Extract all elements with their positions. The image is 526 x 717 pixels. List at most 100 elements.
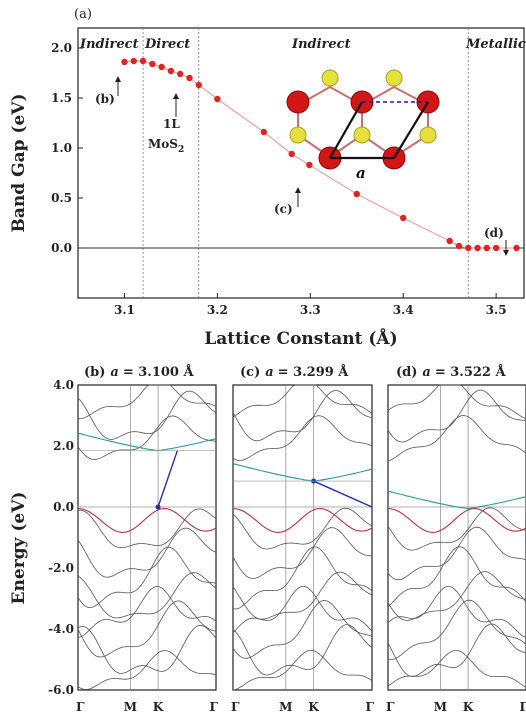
energy-y-ticks: 4.0 2.0 0.0 -2.0 -4.0 -6.0 — [48, 378, 74, 697]
band-line-3 — [232, 571, 373, 620]
x-ticks: 3.1 3.2 3.3 3.4 3.5 — [114, 293, 507, 317]
k-label-2-1: M — [279, 700, 292, 714]
band-gap-point-0 — [121, 58, 128, 66]
band-gap-point-20 — [492, 244, 500, 252]
band-gap-curve — [124, 60, 517, 249]
k-label-1-2: K — [153, 700, 164, 714]
band-gap-point-3 — [149, 60, 156, 68]
band-line-6 — [77, 624, 217, 674]
band-line-2 — [387, 546, 526, 608]
y-axis-label-energy: Energy (eV) — [9, 492, 29, 605]
band-structure-b — [77, 384, 217, 691]
band-gap-point-4 — [158, 63, 165, 71]
band-gap-point-15 — [446, 237, 453, 245]
valence-band — [232, 507, 373, 533]
vbm-dot — [155, 504, 161, 510]
panel-a-frame — [77, 27, 525, 299]
region-label-metallic: Metallic — [465, 37, 526, 52]
band-line-10 — [387, 384, 526, 419]
y-tick-label-3: 1.5 — [51, 91, 72, 105]
energy-tick-label-4: -4.0 — [48, 622, 74, 636]
band-panel-frame — [387, 384, 526, 691]
annotation-mos2: MoS2 — [148, 137, 184, 155]
band-structure-d — [387, 384, 526, 691]
y-tick-label-2: 1.0 — [51, 141, 72, 155]
band-gap-point-19 — [483, 244, 491, 252]
y-tick-label-1: 0.5 — [51, 191, 72, 205]
x-axis-label-lattice: Lattice Constant (Å) — [204, 327, 397, 349]
band-gap-point-7 — [186, 74, 193, 82]
band-line-9 — [387, 389, 526, 443]
y-axis-label-band-gap: Band Gap (eV) — [9, 94, 29, 233]
band-line-7 — [232, 649, 373, 691]
band-line-0 — [387, 507, 526, 551]
panel-d-title: (d) a = 3.522 Å — [396, 364, 506, 380]
band-line-5 — [387, 599, 526, 660]
annotation-c-arrowhead — [295, 187, 301, 193]
band-gap-point-8 — [195, 81, 202, 89]
band-line-10 — [77, 384, 217, 420]
conduction-band — [77, 432, 217, 452]
band-line-6 — [232, 624, 373, 676]
energy-tick-label-0: 4.0 — [53, 378, 74, 392]
band-gap-point-5 — [167, 67, 175, 75]
band-line-4 — [77, 585, 217, 638]
k-label-3-0: Γ — [386, 700, 395, 714]
band-gap-point-12 — [306, 161, 313, 169]
band-gap-point-14 — [400, 214, 407, 222]
valence-band — [77, 507, 217, 533]
panel-b-title: (b) a = 3.100 Å — [84, 364, 194, 380]
x-tick-label-2: 3.3 — [300, 303, 321, 317]
k-label-2-0: Γ — [231, 700, 240, 714]
annotation-b: (b) — [95, 92, 115, 106]
annotation-1l-arrowhead — [173, 93, 179, 99]
k-label-3-2: K — [463, 700, 474, 714]
annotation-d: (d) — [484, 226, 504, 240]
x-tick-label-3: 3.4 — [393, 303, 414, 317]
band-line-4 — [232, 585, 373, 634]
band-line-2 — [232, 546, 373, 610]
band-line-9 — [232, 390, 373, 442]
region-label-direct: Direct — [144, 37, 190, 52]
energy-tick-label-5: -6.0 — [48, 683, 74, 697]
band-line-1 — [387, 526, 526, 581]
band-line-8 — [232, 415, 373, 461]
region-boundaries — [142, 28, 469, 298]
band-gap-points — [121, 57, 520, 252]
band-line-0 — [77, 508, 217, 549]
k-label-3-1: M — [434, 700, 447, 714]
energy-tick-label-1: 2.0 — [53, 439, 74, 453]
k-label-3-3: Γ — [519, 700, 526, 714]
energy-tick-label-3: -2.0 — [48, 561, 74, 575]
band-gap-point-13 — [353, 190, 360, 198]
band-panel-frame — [77, 384, 217, 691]
crystal-structure-inset: a — [286, 69, 440, 182]
x-tick-label-4: 3.5 — [486, 303, 507, 317]
band-gap-point-18 — [474, 244, 481, 252]
annotation-b-arrowhead — [115, 76, 121, 82]
region-label-indirect-1: Indirect — [79, 37, 139, 52]
annotation-1l: 1L — [163, 117, 180, 131]
band-line-8 — [387, 415, 526, 462]
band-line-7 — [77, 650, 217, 690]
band-panel-frame — [232, 384, 373, 691]
band-gap-point-21 — [513, 244, 520, 252]
x-tick-label-1: 3.2 — [207, 303, 228, 317]
band-line-9 — [77, 390, 217, 440]
band-gap-point-9 — [214, 95, 221, 103]
band-gap-point-6 — [177, 70, 184, 78]
band-gap-point-10 — [260, 128, 268, 136]
k-label-1-1: M — [124, 700, 137, 714]
band-line-1 — [77, 527, 217, 578]
band-gap-point-2 — [139, 57, 147, 65]
k-label-2-2: K — [308, 700, 319, 714]
k-label-1-3: Γ — [209, 700, 218, 714]
band-line-3 — [387, 571, 526, 621]
y-ticks: 0.0 0.5 1.0 1.5 2.0 — [51, 41, 83, 255]
band-line-5 — [77, 600, 217, 658]
y-tick-label-0: 0.0 — [51, 241, 72, 255]
band-line-1 — [232, 527, 373, 579]
band-gap-point-16 — [455, 242, 463, 250]
